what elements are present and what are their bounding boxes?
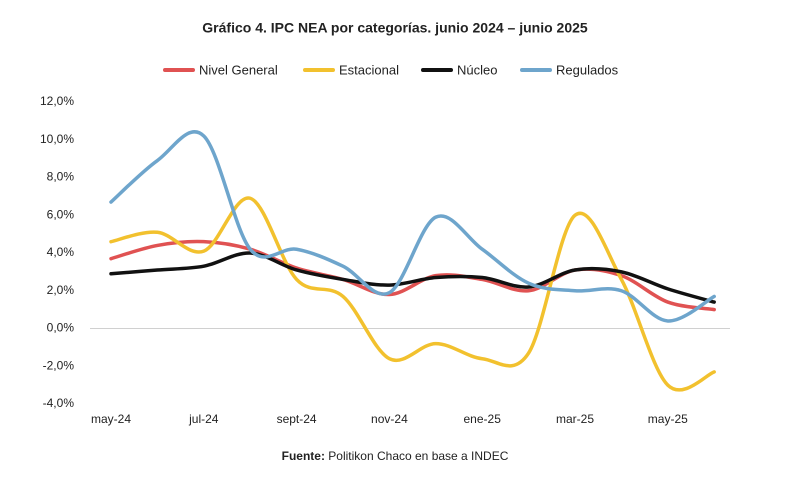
source-text: Politikon Chaco en base a INDEC xyxy=(328,449,508,463)
y-tick-label: 2,0% xyxy=(47,283,75,297)
x-tick-label: jul-24 xyxy=(188,412,219,426)
y-tick-label: 10,0% xyxy=(40,132,74,146)
y-tick-label: 4,0% xyxy=(47,245,75,259)
source-label: Fuente: xyxy=(282,449,325,463)
x-tick-label: nov-24 xyxy=(371,412,408,426)
x-tick-label: ene-25 xyxy=(464,412,502,426)
y-tick-label: 6,0% xyxy=(47,207,75,221)
legend-label: Nivel General xyxy=(199,62,278,77)
x-tick-label: mar-25 xyxy=(556,412,594,426)
series-line xyxy=(109,196,716,392)
y-tick-label: 8,0% xyxy=(47,170,75,184)
y-tick-label: -4,0% xyxy=(43,396,75,410)
series-line xyxy=(109,251,716,304)
chart-title: Gráfico 4. IPC NEA por categorías. junio… xyxy=(202,20,588,36)
legend-label: Estacional xyxy=(339,62,399,77)
x-tick-label: sept-24 xyxy=(277,412,317,426)
x-tick-label: may-24 xyxy=(91,412,131,426)
y-tick-label: 12,0% xyxy=(40,94,74,108)
y-tick-label: -2,0% xyxy=(43,358,75,372)
x-tick-label: may-25 xyxy=(648,412,688,426)
source: Fuente: Politikon Chaco en base a INDEC xyxy=(282,449,509,463)
series-line xyxy=(109,130,716,323)
y-tick-label: 0,0% xyxy=(47,321,75,335)
legend-label: Regulados xyxy=(556,62,619,77)
legend-label: Núcleo xyxy=(457,62,497,77)
